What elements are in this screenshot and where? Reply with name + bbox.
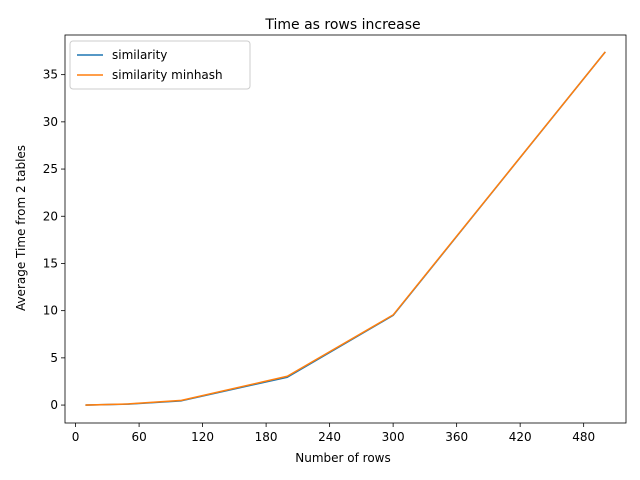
series-line-1 [85,51,606,406]
y-tick-label: 10 [43,304,58,318]
x-tick-label: 360 [445,430,468,444]
x-tick-label: 420 [509,430,532,444]
plot-frame [64,34,627,424]
x-tick-label: 240 [318,430,341,444]
y-axis: 0 5 10 15 20 25 30 35 [43,68,65,412]
y-tick-label: 25 [43,162,58,176]
x-tick-label: 300 [382,430,405,444]
series-line-0 [85,51,606,406]
x-axis-label: Number of rows [295,451,390,465]
legend-label-0: similarity [112,48,167,62]
x-tick-label: 0 [72,430,80,444]
plot-area [64,34,627,424]
chart-title: Time as rows increase [264,17,420,33]
x-tick-label: 480 [572,430,595,444]
y-tick-label: 20 [43,209,58,223]
x-axis: 0 60 120 180 240 300 360 420 480 [72,423,595,444]
y-tick-label: 30 [43,115,58,129]
y-tick-label: 5 [50,351,58,365]
legend-label-1: similarity minhash [112,68,223,82]
y-tick-label: 35 [43,68,58,82]
legend: similarity similarity minhash [69,40,251,90]
legend-box [69,40,251,90]
y-tick-label: 0 [50,398,58,412]
x-tick-label: 120 [191,430,214,444]
x-tick-label: 60 [131,430,146,444]
y-tick-label: 15 [43,256,58,270]
x-tick-label: 180 [255,430,278,444]
y-axis-label: Average Time from 2 tables [14,145,28,311]
